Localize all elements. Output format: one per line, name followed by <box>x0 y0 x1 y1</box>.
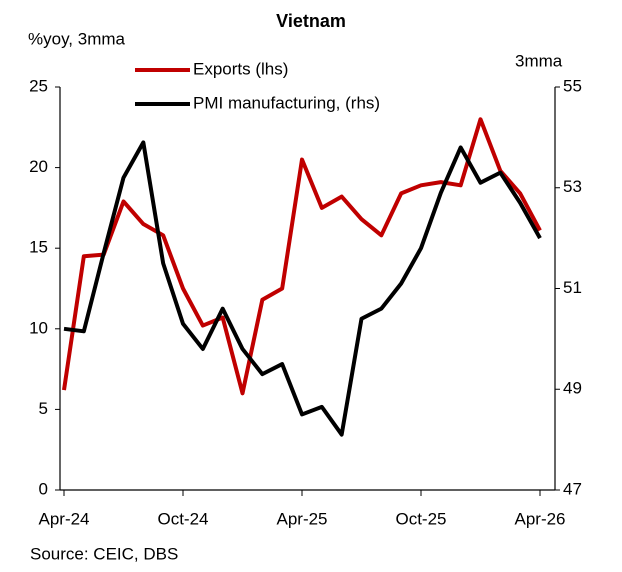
legend-label: PMI manufacturing, (rhs) <box>193 93 380 112</box>
y2-tick-label: 51 <box>563 278 582 297</box>
y-tick-label: 0 <box>39 479 48 498</box>
series-line <box>62 117 542 396</box>
legend-label: Exports (lhs) <box>193 59 288 78</box>
y2-tick-label: 53 <box>563 177 582 196</box>
y2-tick-label: 47 <box>563 479 582 498</box>
y-axis-label: %yoy, 3mma <box>28 29 126 48</box>
x-tick-label: Oct-24 <box>157 509 208 528</box>
y-tick-label: 20 <box>29 157 48 176</box>
source: Source: CEIC, DBS <box>30 544 178 563</box>
y-tick-label: 25 <box>29 76 48 95</box>
x-tick-label: Oct-25 <box>395 509 446 528</box>
y2-tick-label: 55 <box>563 76 582 95</box>
series-line <box>63 140 542 437</box>
x-tick-label: Apr-26 <box>514 509 565 528</box>
chart-title: Vietnam <box>276 11 346 31</box>
x-tick-label: Apr-24 <box>38 509 89 528</box>
y2-axis-label: 3mma <box>515 51 563 70</box>
y-tick-label: 10 <box>29 318 48 337</box>
y-tick-label: 5 <box>39 399 48 418</box>
x-tick-label: Apr-25 <box>276 509 327 528</box>
y2-tick-label: 49 <box>563 379 582 398</box>
y-tick-label: 15 <box>29 238 48 257</box>
